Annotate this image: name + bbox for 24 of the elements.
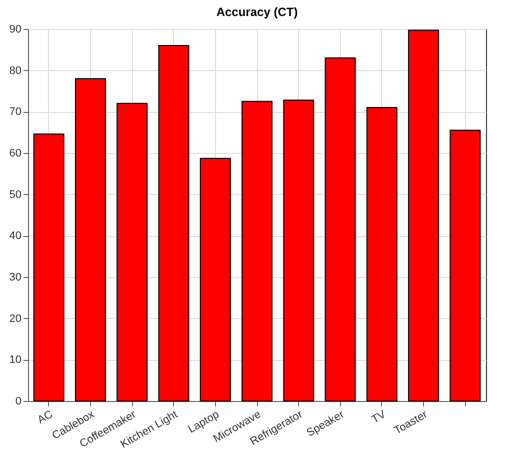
bar [200,158,231,402]
bar [33,133,64,402]
chart-title: Accuracy (CT) [216,5,298,19]
bar [450,130,481,402]
y-tick-label: 20 [9,312,22,325]
bar [74,78,106,402]
y-tick-label: 30 [9,272,22,284]
y-tick-label: 60 [9,148,22,160]
x-tick-label: TV [370,408,388,426]
bar [242,100,272,402]
y-tick-label: 40 [9,230,22,242]
bar [116,102,148,402]
bar [283,100,314,402]
bar [366,107,398,402]
y-tick-label: 80 [9,64,22,77]
y-tick-label: 50 [9,188,22,201]
bar [324,57,356,402]
y-tick-label: 90 [9,24,22,36]
y-tick-label: 70 [9,106,22,118]
bar [158,45,190,402]
bar [408,30,440,402]
y-tick-label: 10 [9,354,22,366]
y-tick-label: 0 [15,396,22,408]
x-tick-label: AC [36,408,55,427]
